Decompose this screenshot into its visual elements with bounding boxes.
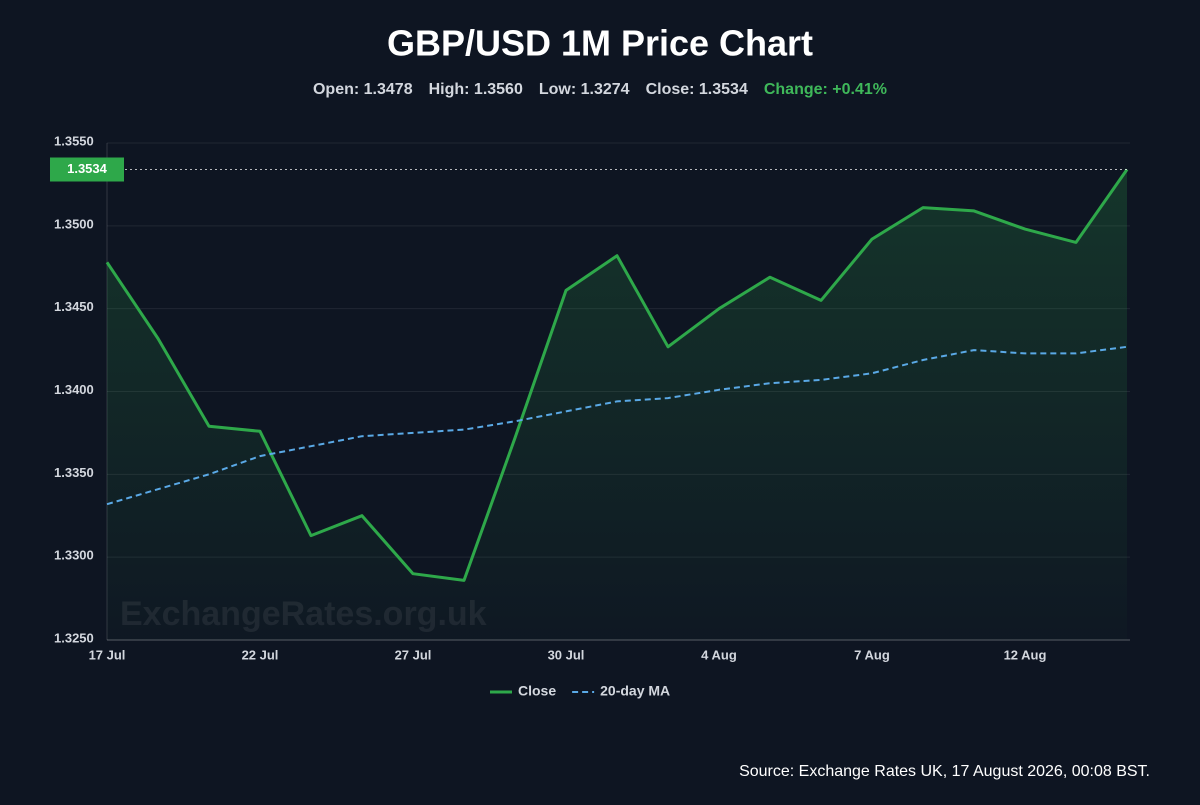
plot: ExchangeRates.org.uk1.32501.33001.33501.… bbox=[50, 133, 1130, 662]
x-tick-label: 27 Jul bbox=[395, 647, 432, 662]
stat: Close: 1.3534 bbox=[646, 81, 748, 98]
last-price-label: 1.3534 bbox=[67, 161, 108, 176]
legend-label: 20-day MA bbox=[600, 683, 670, 699]
y-tick-label: 1.3300 bbox=[54, 548, 94, 563]
stat: High: 1.3560 bbox=[429, 81, 523, 98]
area bbox=[107, 169, 1127, 640]
y-tick-label: 1.3250 bbox=[54, 630, 94, 645]
x-tick-label: 22 Jul bbox=[242, 647, 279, 662]
source: Source: Exchange Rates UK, 17 August 202… bbox=[739, 763, 1150, 780]
legend: Close 20-day MA bbox=[490, 683, 670, 699]
line bbox=[106, 345, 1128, 506]
stat: Change: +0.41% bbox=[764, 81, 887, 98]
line bbox=[105, 168, 1129, 582]
y-tick-label: 1.3550 bbox=[54, 133, 94, 148]
y-tick-label: 1.3500 bbox=[54, 216, 94, 231]
legend-label: Close bbox=[518, 683, 556, 699]
y-tick-label: 1.3450 bbox=[54, 299, 94, 314]
x-tick-label: 17 Jul bbox=[89, 647, 126, 662]
x-tick-label: 4 Aug bbox=[701, 647, 737, 662]
chart-title: GBP/USD 1M Price Chart bbox=[387, 23, 813, 64]
x-tick-label: 7 Aug bbox=[854, 647, 890, 662]
stats: Open: 1.3478 High: 1.3560 Low: 1.3274 Close… bbox=[313, 81, 887, 98]
last-price-badge bbox=[50, 157, 124, 182]
x-tick-label: 30 Jul bbox=[548, 647, 585, 662]
stat: Open: 1.3478 bbox=[313, 81, 413, 98]
x-tick-label: 12 Aug bbox=[1004, 647, 1047, 662]
y-tick-label: 1.3350 bbox=[54, 465, 94, 480]
stat: Low: 1.3274 bbox=[539, 81, 630, 98]
y-tick-label: 1.3400 bbox=[54, 382, 94, 397]
